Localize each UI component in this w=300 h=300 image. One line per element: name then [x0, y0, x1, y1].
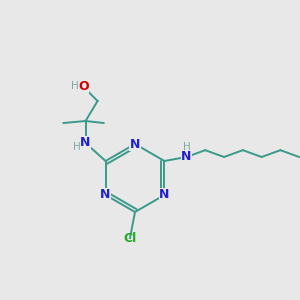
Text: O: O — [78, 80, 89, 94]
Text: N: N — [181, 151, 192, 164]
Text: H: H — [71, 81, 78, 91]
Text: N: N — [130, 137, 140, 151]
Text: Cl: Cl — [123, 232, 136, 244]
Text: N: N — [80, 136, 91, 149]
Text: N: N — [100, 188, 111, 202]
Text: H: H — [183, 142, 190, 152]
Text: H: H — [73, 142, 80, 152]
Text: N: N — [159, 188, 170, 202]
